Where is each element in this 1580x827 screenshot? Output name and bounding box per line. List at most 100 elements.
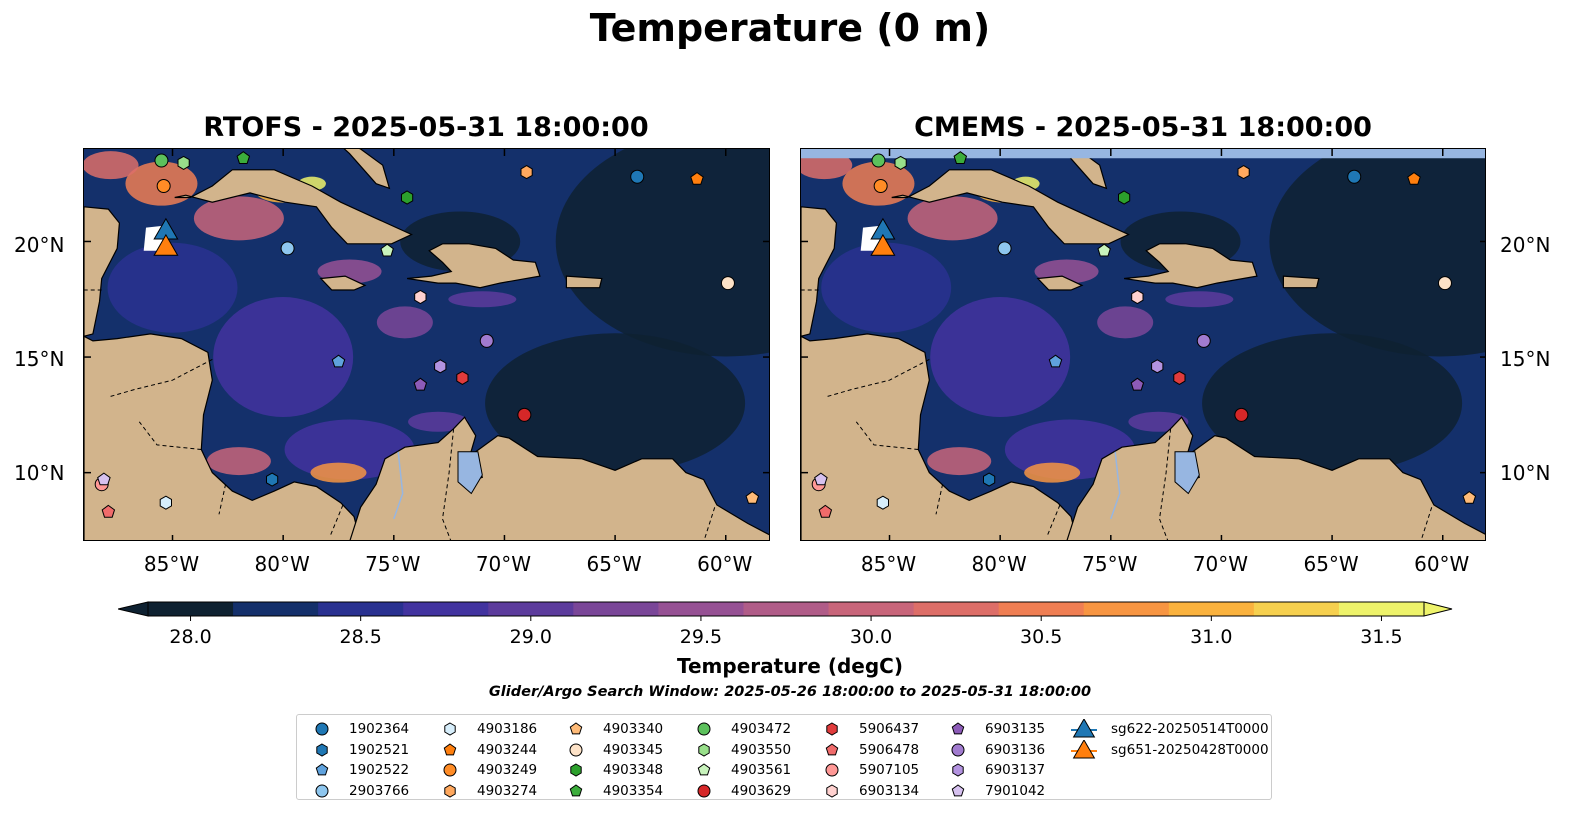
legend-label: 1902522 — [349, 762, 410, 778]
legend-marker-pentagon — [951, 722, 965, 735]
legend-item: 6903136 — [945, 740, 1045, 760]
platform-marker-1902364 — [1347, 169, 1362, 184]
lon-label-left-85W: 85°W — [143, 552, 200, 576]
colorbar-tick-label: 28.0 — [169, 626, 212, 648]
platform-marker-4903354 — [236, 151, 251, 164]
platform-marker-4903561 — [1097, 243, 1111, 257]
country-border — [329, 504, 344, 538]
legend-item: sg651-20250428T0000 — [1071, 739, 1269, 760]
legend-marker-pentagon — [951, 783, 965, 796]
colorbar-segment — [828, 602, 915, 616]
temperature-field-patch — [310, 462, 367, 483]
legend-label: sg622-20250514T0000 — [1111, 721, 1269, 737]
colorbar-segment — [488, 602, 574, 616]
legend-marker-circle — [951, 743, 965, 756]
lake-maracaibo — [457, 451, 483, 495]
temperature-field-patch — [107, 242, 238, 333]
colorbar-tick-label: 29.5 — [679, 626, 723, 648]
country-border — [1420, 507, 1433, 540]
legend-label: 2903766 — [349, 782, 410, 799]
temperature-field-patch — [821, 242, 952, 333]
legend-marker-triangle — [1072, 739, 1096, 758]
legend-item: 4903348 — [563, 760, 663, 780]
temperature-field-patch — [1269, 149, 1485, 357]
platform-marker-7901042 — [814, 472, 828, 486]
temperature-field-patch — [930, 297, 1071, 418]
lon-label-right-60W: 60°W — [1414, 552, 1470, 576]
legend-marker-circle — [443, 763, 457, 777]
platform-marker-1902521 — [983, 472, 996, 487]
land-yucatan — [801, 206, 838, 337]
platform-marker-4903348 — [1118, 190, 1131, 205]
colorbar-segment — [743, 602, 830, 616]
temperature-field-patch — [555, 149, 769, 357]
temperature-field-patch — [84, 151, 139, 180]
lon-label-right-65W: 65°W — [1303, 552, 1359, 576]
legend-item: 7901042 — [945, 781, 1045, 801]
colorbar-segment — [998, 602, 1085, 616]
legend-item: 4903186 — [437, 719, 537, 739]
platform-marker-6903134 — [1131, 289, 1144, 305]
platform-marker-4903629 — [517, 407, 532, 422]
legend-marker-pentagon — [443, 742, 457, 755]
colorbar-tick-label: 30.5 — [1020, 626, 1063, 648]
platform-marker-4903340 — [1462, 490, 1477, 504]
legend-item: 4903274 — [437, 781, 537, 801]
legend-label: sg651-20250428T0000 — [1111, 741, 1269, 758]
platform-marker-4903348 — [401, 190, 414, 205]
temperature-field-patch — [213, 297, 354, 418]
platform-marker-4903345 — [1437, 276, 1452, 291]
platform-marker-6903136 — [1196, 333, 1211, 348]
legend-item: 1902521 — [309, 740, 409, 760]
colorbar-tick-label: 31.5 — [1360, 626, 1403, 648]
colorbar-segment — [318, 602, 404, 616]
land-south-america — [349, 416, 769, 540]
search-window-note: Glider/Argo Search Window: 2025-05-26 18… — [488, 684, 1092, 700]
legend-item: 5907105 — [819, 760, 919, 780]
legend-label: 1902521 — [349, 741, 410, 758]
land-cuba — [891, 169, 1130, 245]
platform-marker-6903137 — [1151, 359, 1164, 374]
lat-label-left-10: 10°N — [14, 461, 65, 485]
legend-item: 5906437 — [819, 719, 919, 739]
land-bahamas — [343, 149, 391, 190]
land-puerto-rico — [1282, 275, 1320, 289]
legend-marker-circle — [315, 722, 329, 736]
legend-marker-circle — [315, 784, 329, 797]
legend-marker-pentagon — [569, 783, 583, 796]
platform-marker-4903345 — [720, 276, 735, 291]
colorbar-extend-low — [118, 601, 149, 617]
colorbar-segment — [1168, 602, 1255, 616]
legend-marker-pentagon — [569, 722, 583, 735]
colorbar-tick-label: 28.5 — [339, 626, 382, 648]
platform-marker-4903274 — [1237, 165, 1250, 180]
platform-marker-4903550 — [894, 155, 907, 170]
platform-marker-6903135 — [1130, 377, 1145, 391]
colorbar-segment — [573, 602, 659, 616]
lon-label-right-70W: 70°W — [1192, 552, 1249, 576]
lon-label-right-75W: 75°W — [1082, 552, 1138, 576]
lat-label-right-10: 10°N — [1500, 461, 1551, 485]
platform-marker-7901042 — [97, 472, 111, 486]
country-border — [1158, 428, 1172, 540]
platform-marker-4903186 — [159, 495, 172, 510]
land-hispaniola — [1124, 243, 1258, 289]
platform-marker-5906478 — [101, 504, 116, 518]
legend-item: 4903354 — [563, 781, 663, 801]
legend-label: 4903472 — [731, 721, 792, 737]
temperature-field-patch — [485, 333, 746, 474]
legend-item: 4903244 — [437, 740, 537, 760]
colorbar-segment — [148, 602, 234, 616]
platform-marker-6903135 — [413, 377, 428, 391]
colorbar-segment — [403, 602, 489, 616]
legend-label: 6903135 — [985, 721, 1046, 737]
colorbar-segment — [1083, 602, 1170, 616]
legend-item: 4903340 — [563, 719, 663, 739]
temperature-field-patch — [448, 291, 517, 308]
legend: 1902364 1902521 1902522 2903766 4903186 49032… — [296, 714, 1272, 800]
legend-marker-hexagon — [698, 742, 710, 757]
colorbar-tick-label: 29.0 — [509, 626, 552, 648]
legend-item: 4903472 — [691, 719, 791, 739]
lake-maracaibo — [1174, 451, 1200, 495]
platform-marker-4903340 — [745, 490, 760, 504]
